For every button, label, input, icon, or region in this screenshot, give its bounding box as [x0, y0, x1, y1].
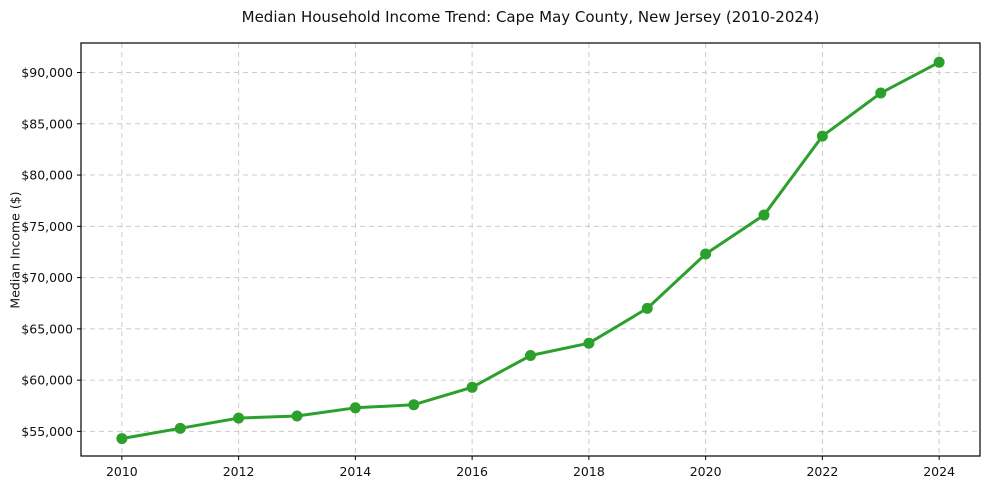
- data-point-2015: [408, 399, 420, 411]
- data-point-2017: [525, 350, 536, 362]
- income-trend-line: [120, 60, 941, 441]
- data-point-2016: [466, 381, 478, 393]
- data-point-2023: [875, 87, 887, 99]
- data-point-2010: [116, 433, 128, 445]
- y-tick-label: $80,000: [21, 168, 73, 183]
- data-point-2012: [233, 412, 245, 424]
- y-tick-label: $65,000: [21, 321, 73, 336]
- data-point-2013: [291, 410, 303, 422]
- y-tick-label: $75,000: [21, 219, 73, 234]
- data-point-2019: [641, 302, 653, 314]
- y-tick-label: $85,000: [21, 116, 73, 131]
- data-point-2018: [583, 337, 595, 349]
- y-tick-label: $60,000: [21, 373, 73, 388]
- x-tick-label: 2012: [223, 464, 255, 479]
- plot-border: [80, 42, 981, 457]
- data-point-2022: [816, 130, 828, 142]
- data-point-2014: [349, 402, 361, 414]
- data-point-2011: [174, 422, 186, 434]
- x-tick-label: 2010: [106, 464, 138, 479]
- data-point-2020: [700, 248, 712, 260]
- y-tick-label: $70,000: [21, 270, 73, 285]
- y-tick-label: $55,000: [21, 424, 73, 439]
- x-tick-label: 2014: [339, 464, 371, 479]
- x-tick-label: 2018: [573, 464, 605, 479]
- chart-title: Median Household Income Trend: Cape May …: [241, 8, 820, 26]
- y-tick-label: $90,000: [21, 65, 73, 80]
- x-tick-label: 2020: [690, 464, 722, 479]
- x-tick-label: 2016: [456, 464, 488, 479]
- data-point-2021: [758, 209, 770, 221]
- data-point-2024: [933, 56, 945, 68]
- x-tick-label: 2024: [923, 464, 955, 479]
- x-tick-label: 2022: [806, 464, 838, 479]
